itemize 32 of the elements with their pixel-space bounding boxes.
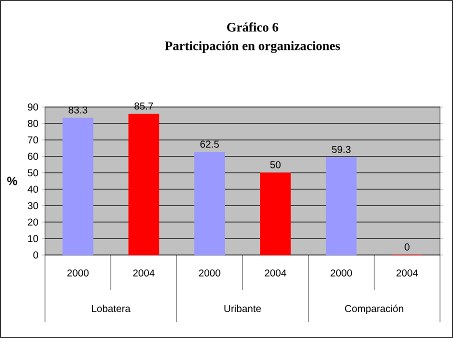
y-tick-label: 70 <box>28 136 38 144</box>
data-label: 83.3 <box>68 106 88 114</box>
text: 2004 <box>264 269 286 277</box>
y-tick-label: 40 <box>28 186 38 193</box>
bar <box>194 152 225 256</box>
data-label: 62.5 <box>200 140 219 148</box>
x-tick-label: Comparación <box>345 304 404 314</box>
y-tick-label: 10 <box>28 235 38 242</box>
series-label: 2000 <box>67 269 89 277</box>
text: 2000 <box>330 269 352 277</box>
bar <box>326 157 357 256</box>
text: 2004 <box>396 269 418 277</box>
bar <box>62 118 94 256</box>
data-label: 59.3 <box>332 146 351 153</box>
y-tick-label: 0 <box>33 251 38 259</box>
series-label: 2004 <box>133 269 155 277</box>
y-axis-title: % <box>7 176 18 186</box>
y-tick-label: 90 <box>28 103 38 111</box>
y-tick-label: 20 <box>28 218 38 226</box>
chart-title: Gráfico 6 <box>227 22 278 32</box>
y-tick-label: 60 <box>28 152 38 160</box>
data-label: 0 <box>404 243 410 250</box>
y-tick-label: 50 <box>28 169 38 176</box>
x-tick-label: Uribante <box>224 304 261 312</box>
chart-subtitle: Participación en organizaciones <box>164 41 340 53</box>
bar <box>128 114 160 256</box>
bar <box>260 172 291 256</box>
y-tick-label: 30 <box>28 202 38 210</box>
data-label: 50 <box>270 161 281 168</box>
text: 2000 <box>199 269 220 277</box>
x-tick-label: Lobatera <box>92 304 131 312</box>
y-tick-label: 80 <box>28 120 38 127</box>
